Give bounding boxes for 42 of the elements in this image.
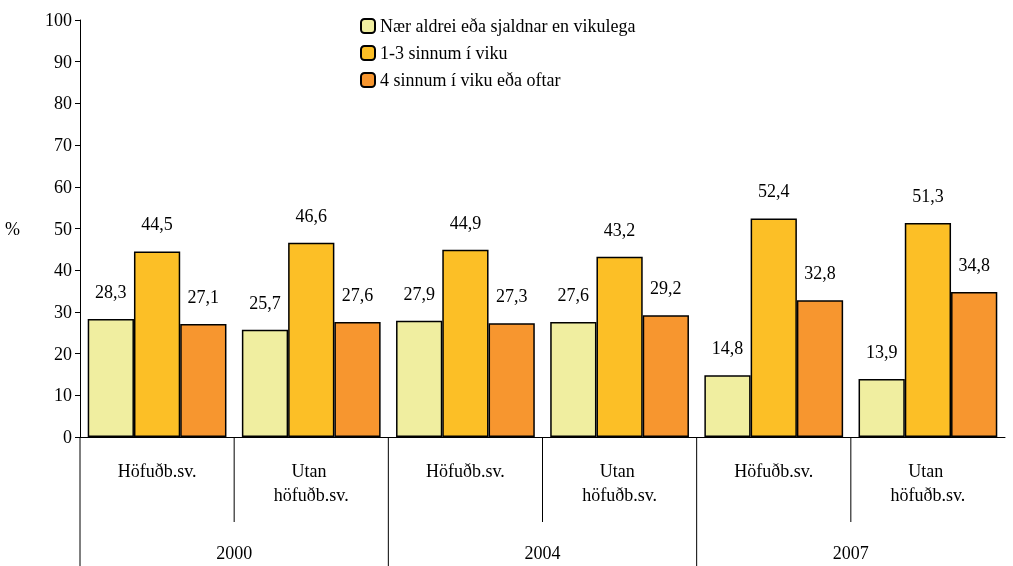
data-label: 52,4 (758, 181, 790, 202)
y-tick-label: 70 (54, 135, 72, 156)
data-label: 27,9 (403, 283, 435, 304)
y-tick-label: 20 (54, 343, 72, 364)
legend-label: 1-3 sinnum í viku (380, 43, 508, 63)
y-axis-title: % (5, 218, 20, 239)
y-tick-label: 100 (45, 10, 72, 30)
x-tick-label: Utan höfuðb.sv. (582, 461, 658, 505)
data-label: 34,8 (958, 254, 990, 275)
text: 2007 (832, 543, 869, 563)
y-tick-label: 0 (63, 427, 72, 447)
data-label: 27,6 (557, 284, 590, 305)
data-label: 29,2 (650, 278, 682, 299)
text: 2004 (524, 543, 561, 563)
data-label: 27,3 (495, 286, 528, 307)
x-tick-label: Utan höfuðb.sv. (890, 461, 966, 505)
data-label: 14,8 (711, 338, 744, 359)
y-tick-label: 80 (54, 93, 72, 114)
x-tick-label: Höfuðb.sv. (734, 461, 814, 481)
data-label: 46,6 (295, 205, 327, 226)
data-label: 13,9 (865, 342, 898, 363)
data-label: 43,2 (603, 219, 636, 240)
y-tick-label: 60 (54, 176, 72, 197)
text: 2000 (216, 543, 253, 563)
legend-label: Nær aldrei eða sjaldnar en vikulega (380, 16, 636, 36)
y-tick-label: 40 (54, 260, 72, 281)
data-label: 27,6 (341, 284, 374, 305)
x-tick-label: Utan höfuðb.sv. (273, 461, 349, 505)
x-tick-label: Höfuðb.sv. (425, 461, 505, 481)
data-label: 27,1 (187, 286, 220, 307)
data-label: 28,3 (95, 281, 127, 302)
y-tick-label: 30 (54, 301, 72, 322)
y-tick-label: 10 (54, 385, 72, 406)
data-label: 25,7 (249, 292, 281, 313)
legend-label: 4 sinnum í viku eða oftar (380, 70, 561, 90)
data-label: 32,8 (804, 263, 836, 284)
x-tick-label: Höfuðb.sv. (117, 461, 197, 481)
data-label: 44,5 (141, 214, 173, 235)
data-label: 44,9 (449, 212, 482, 233)
y-tick-label: 50 (54, 218, 72, 239)
y-tick-label: 90 (54, 51, 72, 72)
data-label: 51,3 (912, 186, 944, 207)
